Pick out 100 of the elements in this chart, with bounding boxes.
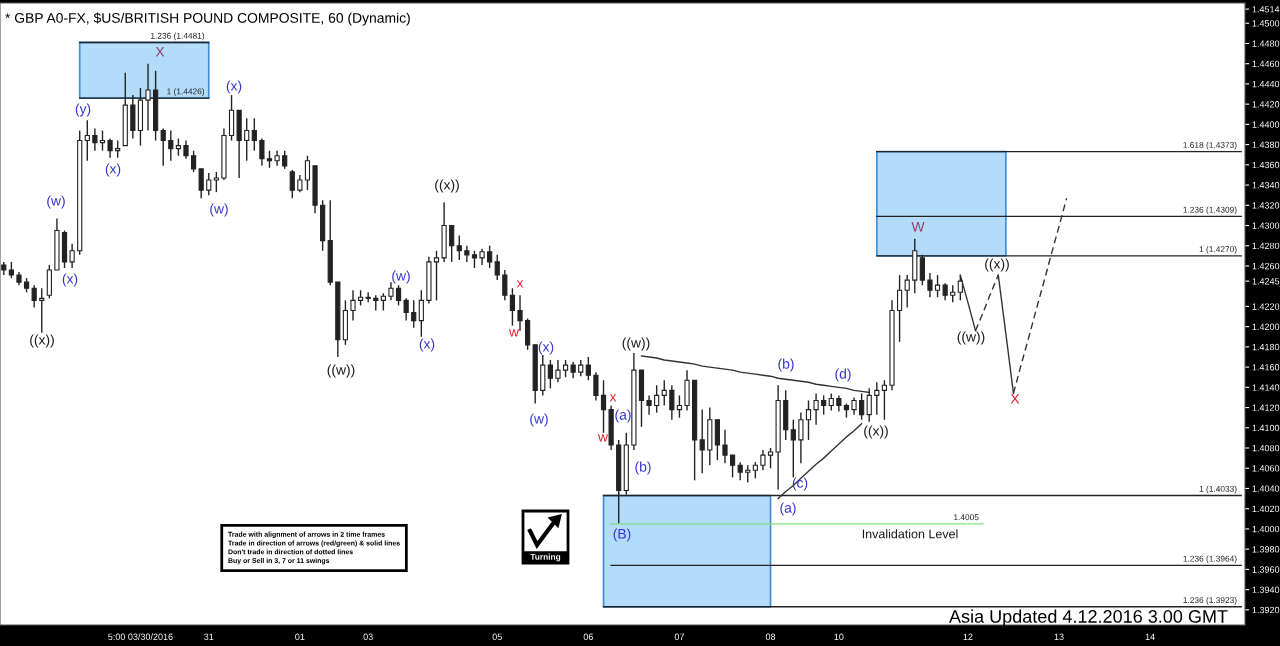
y-tick-label: 1.4514 xyxy=(1252,6,1280,13)
candlestick xyxy=(585,356,591,381)
series-label: 1 (1.4033) xyxy=(1199,485,1237,494)
x-tick-label: 05 xyxy=(492,633,502,640)
candlestick xyxy=(813,392,819,426)
y-tick-label: 1.4360 xyxy=(1252,161,1280,169)
candlestick xyxy=(160,127,166,167)
x-tick-label: 01 xyxy=(295,633,305,640)
annotation: Asia Updated 4.12.2016 3.00 GMT xyxy=(949,609,1228,627)
annotation: ((x)) xyxy=(30,334,54,348)
annotation: (y) xyxy=(75,103,91,117)
series-label: 1.236 (1.3923) xyxy=(1183,596,1237,605)
annotation: (a) xyxy=(780,502,796,516)
series-label: 1.236 (1.4309) xyxy=(1183,206,1237,215)
y-tick-label: 1.3980 xyxy=(1252,546,1280,553)
annotation: (B) xyxy=(613,528,631,542)
candlestick xyxy=(31,284,37,309)
candlestick xyxy=(798,411,804,464)
candlestick xyxy=(403,297,409,322)
annotation: (x) xyxy=(105,163,121,177)
annotation: (b) xyxy=(635,461,651,475)
candlestick xyxy=(251,117,257,152)
annotation: ((w)) xyxy=(327,364,355,378)
annotation: X xyxy=(155,47,165,57)
candlestick xyxy=(168,129,174,162)
candlestick xyxy=(365,291,371,304)
candlestick xyxy=(494,254,500,281)
x-tick-label: 08 xyxy=(765,633,776,640)
y-tick-label: 1.4340 xyxy=(1252,182,1280,189)
candlestick xyxy=(464,245,470,263)
annotation: ((x)) xyxy=(435,179,459,193)
series-label: 1 (1.4426) xyxy=(167,88,205,96)
candlestick xyxy=(790,418,796,479)
y-tick-label: 1.4280 xyxy=(1252,242,1280,250)
candlestick xyxy=(821,394,827,416)
y-tick-label: 1.4000 xyxy=(1252,525,1280,533)
annotation: x xyxy=(516,280,524,288)
y-tick-label: 1.4500 xyxy=(1252,20,1280,27)
series-label: 1 (1.4270) xyxy=(1199,245,1237,254)
candlestick xyxy=(722,429,728,464)
candlestick xyxy=(84,119,90,162)
annotation: (x) xyxy=(62,273,78,287)
y-tick-label: 1.4120 xyxy=(1252,404,1280,411)
candlestick xyxy=(433,250,440,302)
series-label: 1.4005 xyxy=(954,514,979,521)
candlestick xyxy=(509,287,516,327)
x-tick-label: 5:00 03/30/2016 xyxy=(108,633,173,640)
y-tick-label: 1.4040 xyxy=(1252,485,1280,492)
text: * GBP A0-FX, $US/BRITISH POUND COMPOSITE, 60 (Dynamic) xyxy=(5,12,410,26)
annotation: (w) xyxy=(47,195,65,209)
y-tick-label: 1.3920 xyxy=(1252,606,1280,614)
candlestick xyxy=(600,379,607,434)
candlestick xyxy=(418,289,424,338)
line-series xyxy=(777,423,863,500)
candlestick xyxy=(927,272,933,299)
candlestick xyxy=(699,408,705,474)
y-tick-label: 1.3940 xyxy=(1252,586,1280,593)
candlestick xyxy=(259,137,265,167)
x-tick-label: 13 xyxy=(1054,633,1064,640)
annotation: ((x)) xyxy=(864,425,888,439)
candlestick xyxy=(213,171,219,193)
candlestick xyxy=(859,392,865,421)
annotation: x xyxy=(609,394,617,402)
y-tick-label: 1.3960 xyxy=(1252,566,1280,573)
annotation: ((w)) xyxy=(622,337,650,351)
candlestick xyxy=(593,371,599,402)
candlestick xyxy=(388,281,394,302)
y-tick-label: 1.4480 xyxy=(1252,40,1280,47)
annotation: w xyxy=(508,329,520,337)
y-tick-label: 1.4200 xyxy=(1252,323,1280,330)
candlestick xyxy=(183,139,189,160)
y-tick-label: 1.4220 xyxy=(1252,303,1280,310)
candlestick xyxy=(874,381,880,416)
candlestick xyxy=(282,149,288,170)
candlestick xyxy=(107,137,113,159)
candlestick xyxy=(676,394,683,419)
annotation: (c) xyxy=(792,477,808,491)
candlestick xyxy=(449,224,455,263)
annotation: Invalidation Level xyxy=(862,529,958,539)
x-tick-label: 07 xyxy=(674,633,684,640)
annotation: ((w)) xyxy=(957,331,985,345)
candlestick xyxy=(395,284,402,307)
annotation: ((x)) xyxy=(985,258,1009,272)
candlestick xyxy=(654,384,660,414)
candlestick xyxy=(767,447,774,469)
candlestick xyxy=(198,168,204,199)
y-tick-label: 1.4060 xyxy=(1252,465,1280,472)
candlestick xyxy=(411,299,417,329)
candlestick xyxy=(456,234,462,261)
y-tick-label: 1.4180 xyxy=(1252,343,1280,351)
y-tick-label: 1.4140 xyxy=(1252,384,1280,391)
y-tick-label: 1.4245 xyxy=(1252,278,1280,285)
y-tick-label: 1.4300 xyxy=(1252,222,1280,229)
candlestick xyxy=(896,274,903,343)
candlestick xyxy=(39,287,45,334)
series-label: 1.236 (1.4481) xyxy=(151,32,205,41)
annotation: W xyxy=(911,222,925,232)
y-tick-label: 1.4400 xyxy=(1252,121,1280,128)
candlestick xyxy=(866,387,872,423)
candlestick xyxy=(487,245,493,269)
